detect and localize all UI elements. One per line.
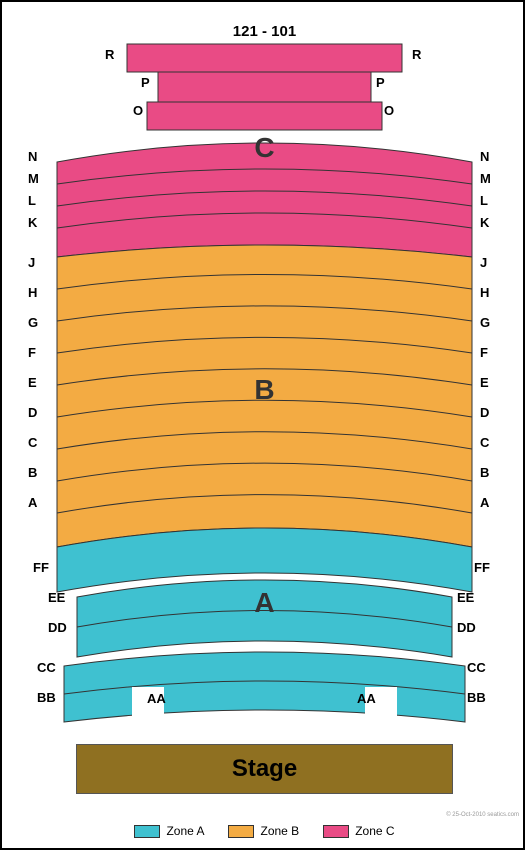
- row-label-ee-right: EE: [457, 590, 474, 605]
- legend-item-c: Zone C: [323, 824, 394, 838]
- legend-item-a: Zone A: [134, 824, 204, 838]
- row-label-e-right: E: [480, 375, 489, 390]
- seating-chart: 121 - 101 KKLLMMNNJJHHGGFFEEDDCCBBAAOOPP…: [2, 2, 525, 852]
- legend-swatch-a: [134, 825, 160, 838]
- row-label-o-left: O: [133, 103, 143, 118]
- row-label-p-left: P: [141, 75, 150, 90]
- row-label-d-left: D: [28, 405, 37, 420]
- row-label-j-right: J: [480, 255, 487, 270]
- row-label-cc-left: CC: [37, 660, 56, 675]
- legend-item-b: Zone B: [228, 824, 299, 838]
- row-label-b-left: B: [28, 465, 37, 480]
- row-label-n-right: N: [480, 149, 489, 164]
- row-label-cc-right: CC: [467, 660, 486, 675]
- legend-label-b: Zone B: [260, 824, 299, 838]
- zone-a-label: A: [254, 587, 274, 619]
- row-label-ff-left: FF: [33, 560, 49, 575]
- row-label-p-right: P: [376, 75, 385, 90]
- row-label-k-right: K: [480, 215, 489, 230]
- seating-svg: [2, 2, 525, 852]
- row-label-aa-left: AA: [147, 691, 166, 706]
- row-label-h-left: H: [28, 285, 37, 300]
- row-label-a-left: A: [28, 495, 37, 510]
- stage: Stage: [76, 744, 453, 794]
- row-label-n-left: N: [28, 149, 37, 164]
- row-label-b-right: B: [480, 465, 489, 480]
- row-label-c-right: C: [480, 435, 489, 450]
- row-label-l-left: L: [28, 193, 36, 208]
- row-label-f-left: F: [28, 345, 36, 360]
- row-label-g-right: G: [480, 315, 490, 330]
- row-label-g-left: G: [28, 315, 38, 330]
- row-label-bb-left: BB: [37, 690, 56, 705]
- row-label-ff-right: FF: [474, 560, 490, 575]
- row-label-r-right: R: [412, 47, 421, 62]
- zone-b-label: B: [254, 374, 274, 406]
- row-label-dd-left: DD: [48, 620, 67, 635]
- copyright: © 25-Oct-2010 seatics.com: [446, 812, 519, 818]
- row-label-bb-right: BB: [467, 690, 486, 705]
- row-label-o-right: O: [384, 103, 394, 118]
- row-label-c-left: C: [28, 435, 37, 450]
- row-label-j-left: J: [28, 255, 35, 270]
- row-label-r-left: R: [105, 47, 114, 62]
- row-label-m-left: M: [28, 171, 39, 186]
- row-label-f-right: F: [480, 345, 488, 360]
- legend-swatch-c: [323, 825, 349, 838]
- legend-label-a: Zone A: [166, 824, 204, 838]
- row-label-k-left: K: [28, 215, 37, 230]
- legend-label-c: Zone C: [355, 824, 394, 838]
- row-label-ee-left: EE: [48, 590, 65, 605]
- legend: Zone A Zone B Zone C: [2, 824, 525, 838]
- legend-swatch-b: [228, 825, 254, 838]
- stage-label: Stage: [232, 755, 297, 783]
- zone-c-label: C: [254, 132, 274, 164]
- row-label-l-right: L: [480, 193, 488, 208]
- row-label-d-right: D: [480, 405, 489, 420]
- row-label-m-right: M: [480, 171, 491, 186]
- row-label-a-right: A: [480, 495, 489, 510]
- seat-range-label: 121 - 101: [233, 23, 296, 40]
- row-label-aa-right: AA: [357, 691, 376, 706]
- row-label-dd-right: DD: [457, 620, 476, 635]
- row-label-h-right: H: [480, 285, 489, 300]
- row-label-e-left: E: [28, 375, 37, 390]
